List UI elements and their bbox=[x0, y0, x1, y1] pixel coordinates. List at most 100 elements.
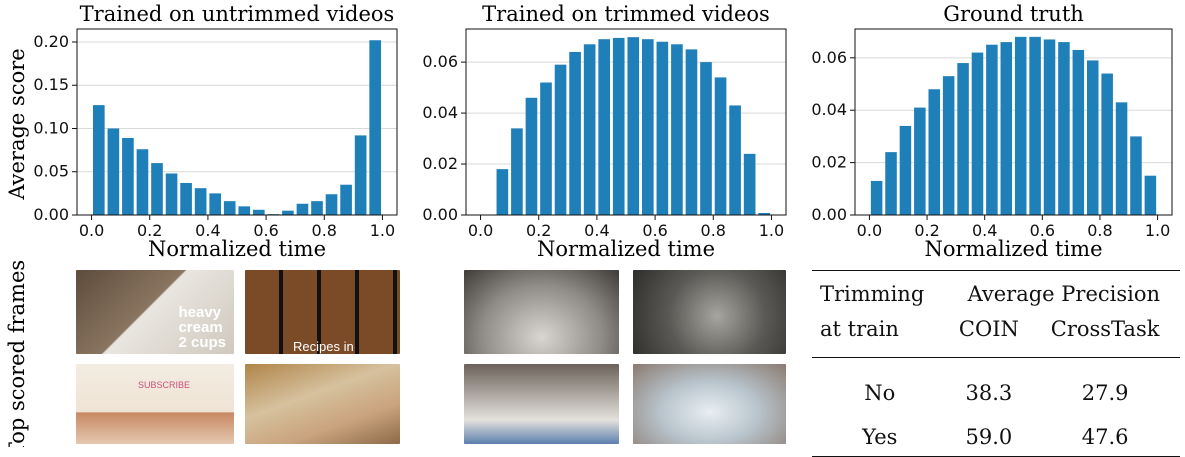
frame-bicycle-wheel bbox=[633, 270, 786, 354]
bar bbox=[1072, 49, 1085, 215]
bar bbox=[194, 188, 207, 215]
y-tick-label: 0.04 bbox=[422, 103, 458, 122]
bar bbox=[971, 52, 984, 215]
bar-chart-ground-truth: 0.00 0.02 0.04 0.06 0.0 0.2 0.4 0.6 0.8 1.0 Ground… bbox=[811, 2, 1173, 261]
frame-recipe-site: SUBSCRIBE bbox=[76, 364, 234, 444]
plot-frame bbox=[76, 28, 398, 216]
frames-label: Top scored frames bbox=[5, 260, 29, 447]
header-trimming: Trimming bbox=[820, 282, 925, 306]
bar bbox=[107, 128, 120, 215]
bar bbox=[870, 180, 883, 215]
bar bbox=[914, 107, 926, 215]
bar bbox=[165, 173, 178, 215]
frame-caption: heavy cream 2 cups bbox=[178, 304, 226, 351]
bar bbox=[1115, 102, 1128, 215]
x-tick-label: 0.0 bbox=[857, 221, 882, 240]
bar bbox=[511, 128, 523, 215]
y-tick-label: 0.10 bbox=[33, 118, 69, 137]
y-tick-label: 0.02 bbox=[811, 153, 847, 172]
frame-caption: Recipes in bbox=[293, 339, 354, 354]
bar bbox=[1000, 42, 1013, 216]
y-tick-label: 0.00 bbox=[811, 205, 847, 224]
header-at-train: at train bbox=[820, 317, 899, 341]
bar bbox=[743, 153, 756, 215]
bar bbox=[136, 149, 149, 215]
bar bbox=[957, 63, 969, 216]
x-tick-label: 0.6 bbox=[253, 221, 278, 240]
bar bbox=[942, 76, 955, 215]
frame-pan-spatula bbox=[464, 270, 619, 354]
bar bbox=[685, 49, 698, 215]
y-tick-label: 0.20 bbox=[33, 32, 69, 51]
bar bbox=[885, 152, 897, 215]
x-tick-label: 0.6 bbox=[1030, 221, 1055, 240]
frame-recipe-grid: Recipes in bbox=[245, 270, 400, 354]
bar bbox=[656, 41, 669, 215]
x-tick-label: 0.0 bbox=[468, 221, 493, 240]
bar bbox=[151, 163, 163, 215]
bar bbox=[296, 203, 309, 215]
bar bbox=[325, 194, 338, 215]
bar bbox=[282, 210, 294, 215]
x-axis-label: Normalized time bbox=[537, 237, 715, 261]
bar bbox=[612, 37, 625, 215]
bar bbox=[311, 201, 323, 215]
bar bbox=[729, 105, 741, 215]
bar bbox=[540, 82, 552, 215]
bar bbox=[554, 64, 567, 215]
bar bbox=[928, 89, 941, 215]
y-tick-label: 0.02 bbox=[422, 154, 458, 173]
row-crosstask-no: 27.9 bbox=[1081, 381, 1129, 405]
y-axis-label: Average score bbox=[5, 48, 29, 200]
bar bbox=[1130, 136, 1142, 215]
x-tick-label: 0.4 bbox=[584, 221, 609, 240]
y-tick-label: 0.00 bbox=[422, 205, 458, 224]
x-tick-label: 1.0 bbox=[370, 221, 395, 240]
frame-caption: SUBSCRIBE bbox=[138, 380, 191, 390]
bar bbox=[253, 209, 265, 215]
y-tick-label: 0.06 bbox=[422, 52, 458, 71]
header-coin: COIN bbox=[958, 317, 1019, 341]
bar bbox=[1029, 36, 1041, 215]
bar bbox=[899, 125, 912, 215]
frame-soap-book bbox=[245, 364, 400, 444]
results-table: Trimming Average Precision at train COIN… bbox=[812, 270, 1180, 457]
bar bbox=[369, 40, 381, 215]
bar bbox=[627, 37, 640, 215]
y-tick-label: 0.00 bbox=[33, 205, 69, 224]
x-tick-label: 0.2 bbox=[526, 221, 551, 240]
bar bbox=[758, 212, 770, 215]
figure-canvas: Average score Top scored frames 0.000.05… bbox=[5, 2, 1173, 447]
bar bbox=[340, 184, 352, 215]
x-tick-label: 0.4 bbox=[972, 221, 997, 240]
chart-title: Trained on trimmed videos bbox=[482, 2, 770, 26]
y-tick-label: 0.04 bbox=[811, 100, 847, 119]
x-tick-label: 0.8 bbox=[1087, 221, 1112, 240]
frame-pot-stirring bbox=[464, 364, 619, 444]
x-tick-label: 0.6 bbox=[642, 221, 667, 240]
y-tick-label: 0.06 bbox=[811, 48, 847, 67]
x-axis-label: Normalized time bbox=[924, 237, 1102, 261]
bar bbox=[238, 206, 251, 215]
bar bbox=[209, 193, 221, 215]
x-tick-label: 0.4 bbox=[195, 221, 220, 240]
x-tick-label: 0.2 bbox=[137, 221, 162, 240]
bar bbox=[496, 169, 509, 215]
bar bbox=[180, 182, 192, 215]
x-tick-label: 1.0 bbox=[1145, 221, 1170, 240]
bar bbox=[1058, 42, 1070, 216]
x-tick-label: 0.8 bbox=[312, 221, 337, 240]
bar bbox=[583, 44, 596, 215]
header-average-precision: Average Precision bbox=[967, 282, 1161, 306]
bar bbox=[642, 39, 654, 216]
bar-chart-trimmed: 0.00 0.02 0.04 0.06 0.0 0.2 0.4 0.6 0.8 1.0 Traine… bbox=[422, 2, 787, 261]
bar bbox=[354, 135, 367, 215]
x-tick-label: 0.8 bbox=[701, 221, 726, 240]
header-crosstask: CrossTask bbox=[1050, 317, 1160, 341]
x-tick-label: 0.2 bbox=[914, 221, 939, 240]
bar bbox=[1086, 60, 1099, 216]
bar bbox=[569, 51, 581, 216]
bar bbox=[714, 77, 727, 216]
x-axis-label: Normalized time bbox=[148, 237, 326, 261]
bar bbox=[1014, 36, 1027, 215]
